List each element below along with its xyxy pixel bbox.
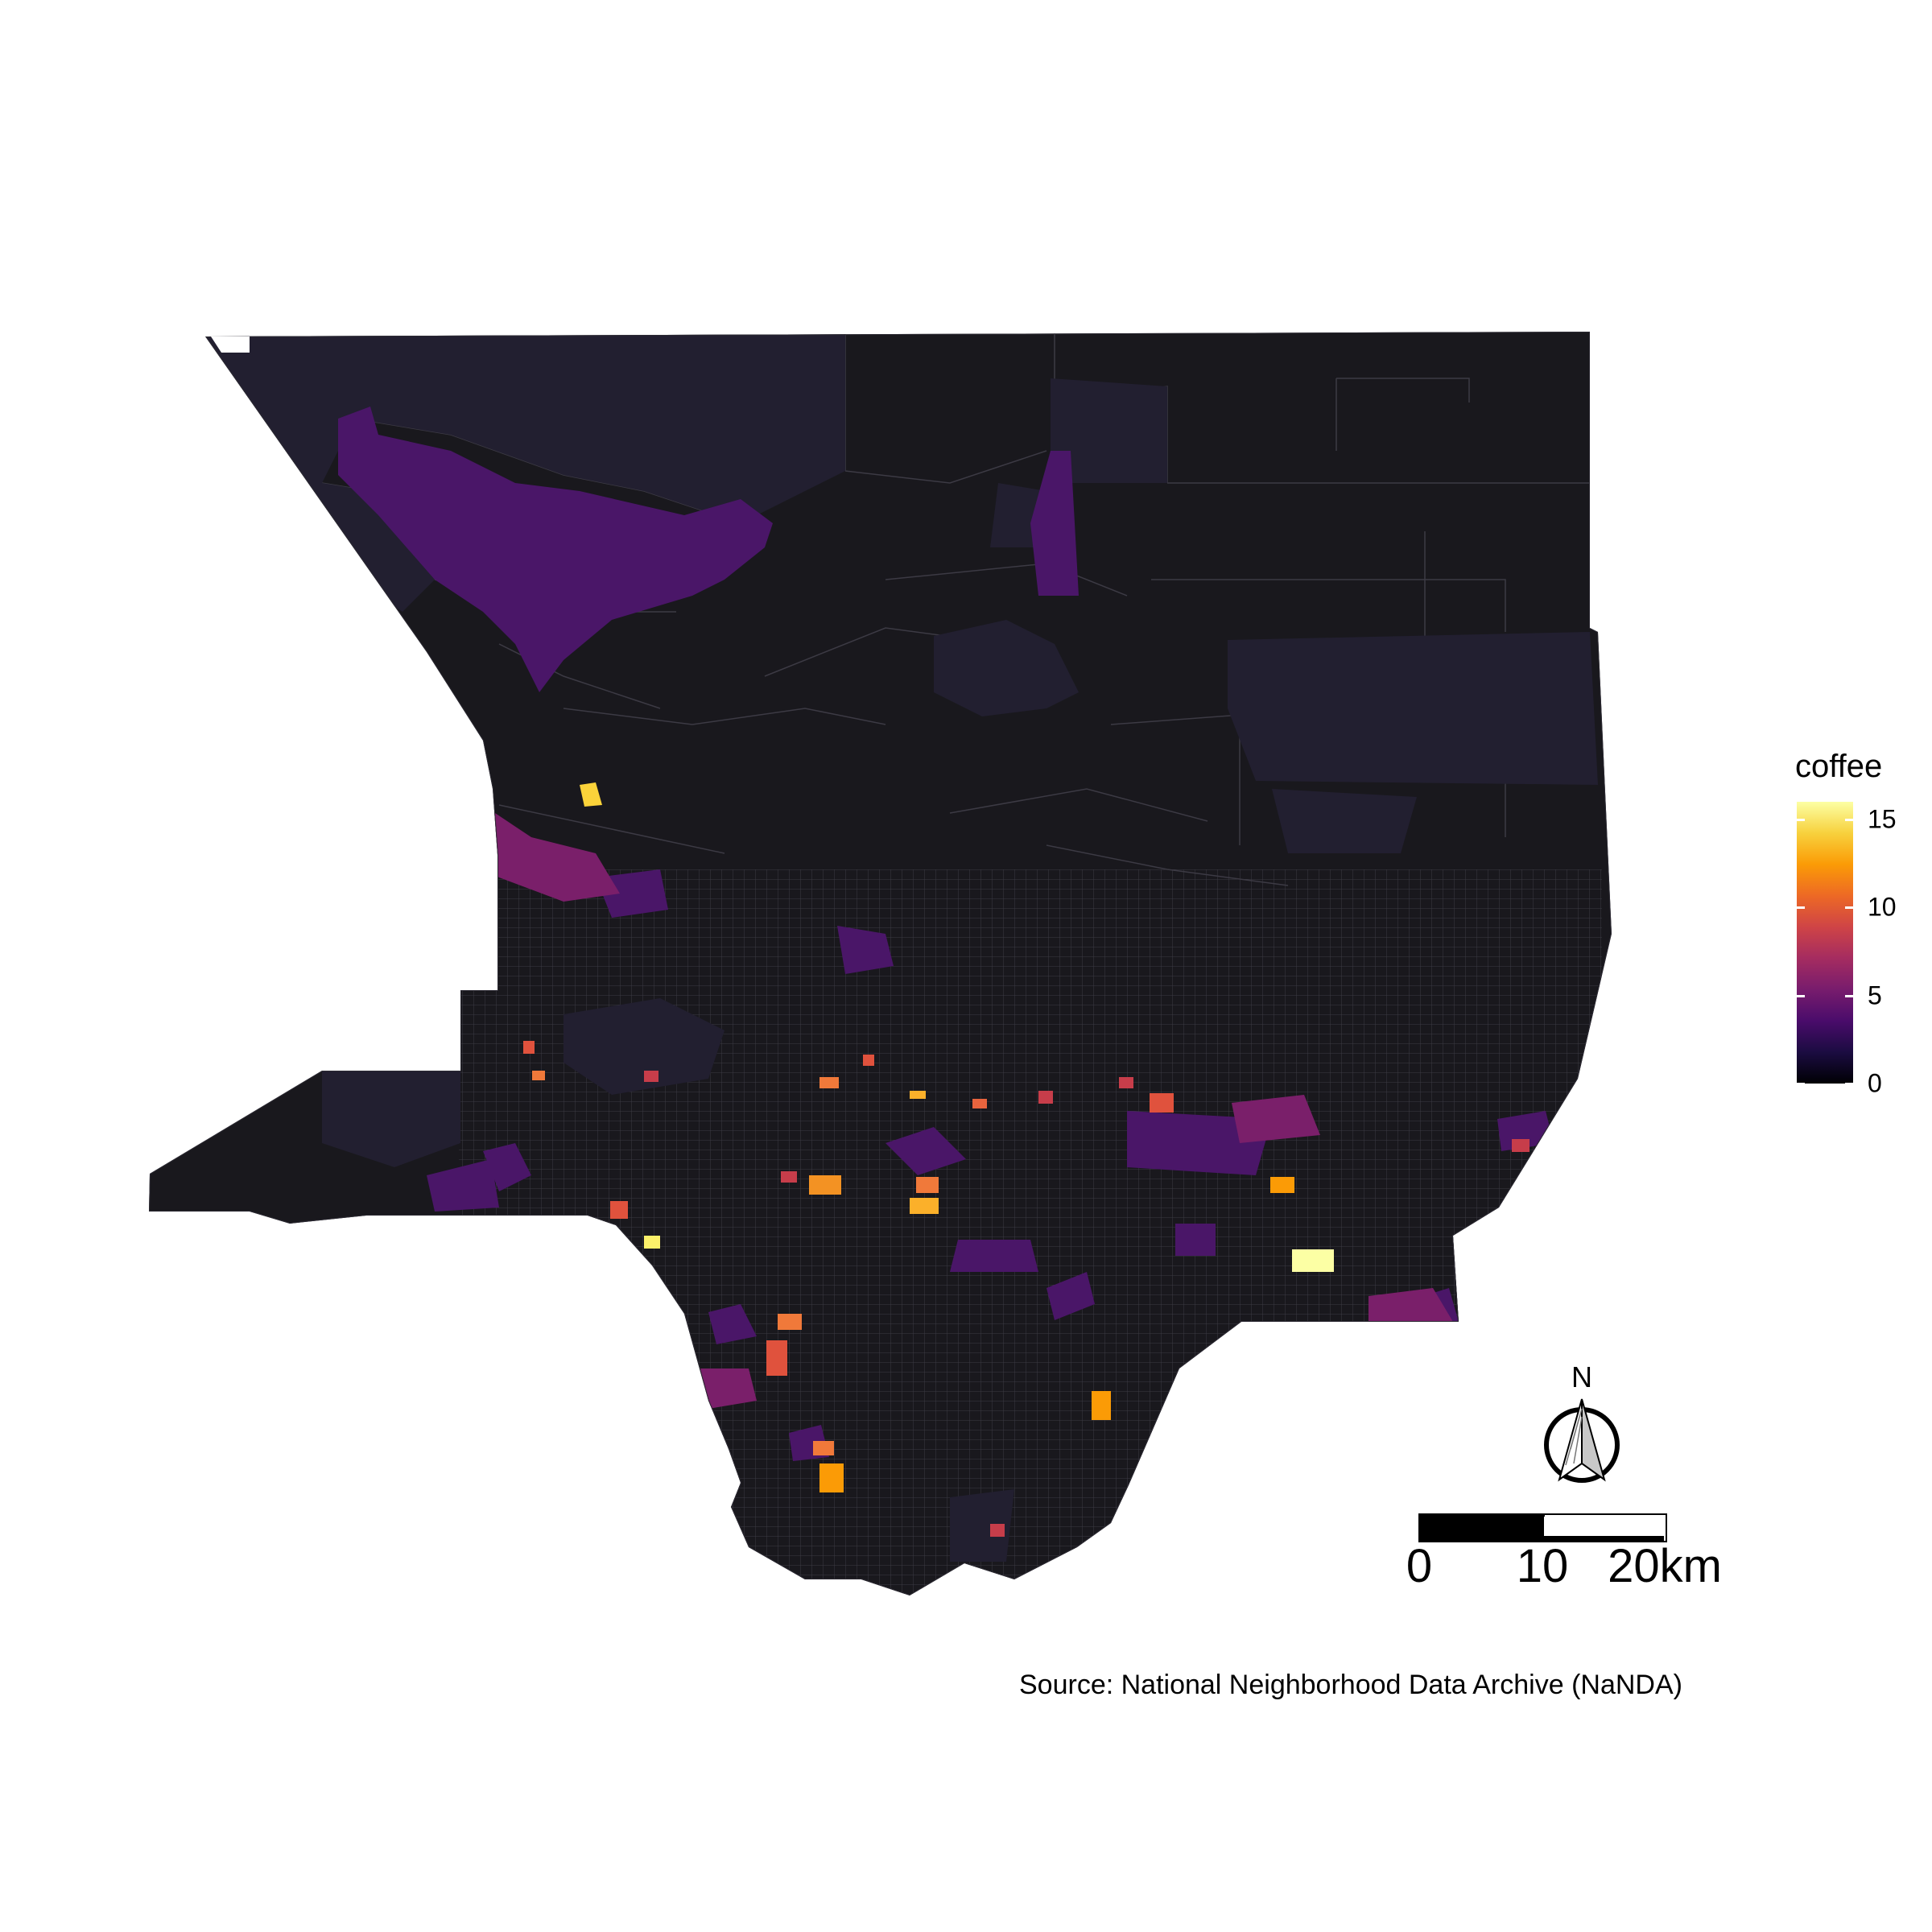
scale-label-10: 10 (1516, 1540, 1569, 1592)
legend-tick-mark (1797, 1083, 1805, 1085)
source-caption: Source: National Neighborhood Data Archi… (1019, 1670, 1682, 1700)
legend-tick-mark (1797, 906, 1805, 910)
north-arrow: N (1534, 1360, 1630, 1489)
legend-tick-label: 10 (1868, 892, 1897, 922)
legend-title: coffee (1795, 749, 1883, 784)
legend-tick-mark (1845, 906, 1853, 910)
legend-tick-label: 0 (1868, 1068, 1882, 1098)
legend-tick-mark (1845, 818, 1853, 821)
high-value-tract (580, 782, 602, 807)
legend-tick-mark (1797, 818, 1805, 821)
north-label: N (1571, 1360, 1592, 1393)
scale-label-20km: 20km (1608, 1540, 1722, 1592)
legend-tick-mark (1797, 994, 1805, 997)
legend-colorbar (1797, 802, 1853, 1084)
compass-icon (1544, 1398, 1620, 1483)
legend-tick-label: 5 (1868, 980, 1882, 1010)
scale-bar (1418, 1513, 1667, 1542)
county-polygon (149, 332, 1612, 1596)
urban-tracts (459, 869, 1602, 1594)
scale-label-0: 0 (1406, 1540, 1433, 1592)
legend-tick-mark (1845, 1083, 1853, 1085)
county-notch (211, 336, 250, 353)
legend-tick-label: 15 (1868, 804, 1897, 834)
color-legend: coffee 15 10 5 0 (1789, 749, 1918, 1103)
legend-tick-mark (1845, 994, 1853, 997)
